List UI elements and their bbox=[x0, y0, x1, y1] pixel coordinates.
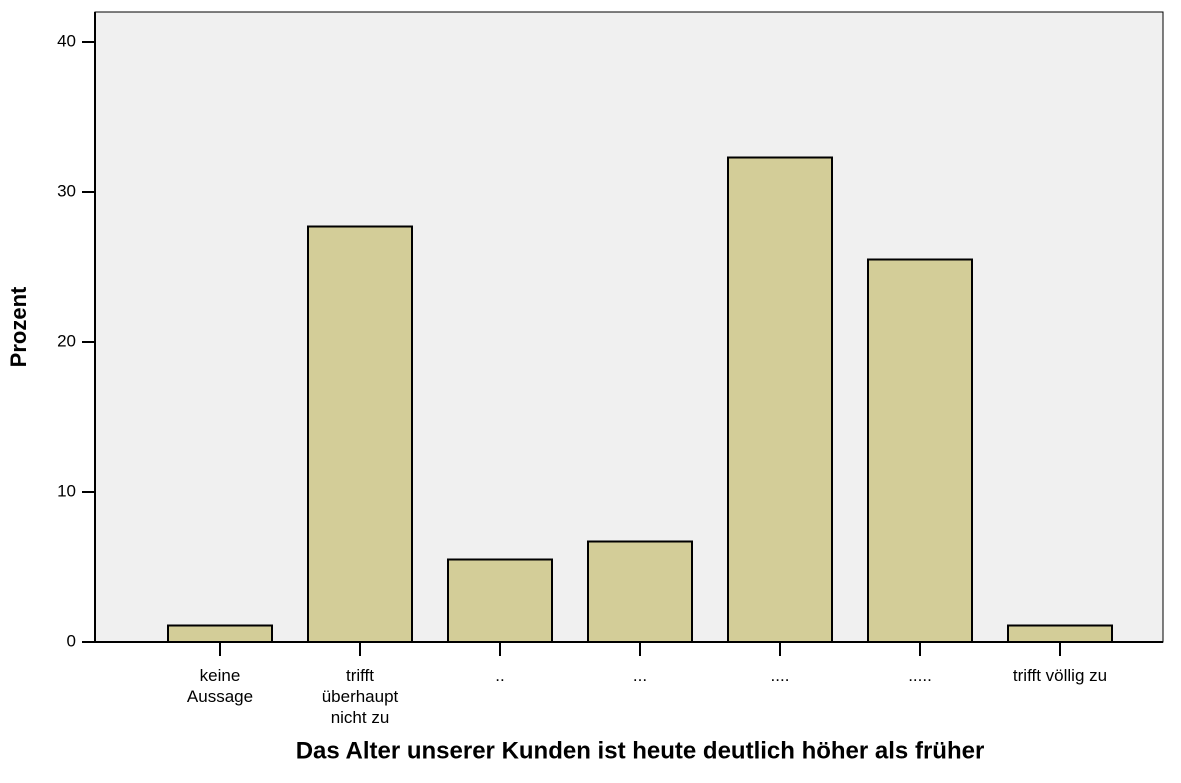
y-tick-label: 40 bbox=[57, 31, 76, 50]
x-tick-label: trifft überhaupt nicht zu bbox=[321, 666, 399, 727]
x-axis-title: Das Alter unserer Kunden ist heute deutl… bbox=[296, 737, 985, 764]
y-tick-label: 10 bbox=[57, 481, 76, 500]
y-tick-label: 0 bbox=[67, 631, 76, 650]
bar bbox=[587, 540, 693, 643]
x-tick-label: keine Aussage bbox=[186, 666, 254, 706]
y-tick-label: 30 bbox=[57, 181, 76, 200]
x-tick-label: .. bbox=[495, 666, 505, 685]
y-axis-label: Prozent bbox=[6, 286, 31, 367]
x-tick-label: ..... bbox=[908, 666, 932, 685]
x-tick-label: ... bbox=[632, 666, 648, 685]
bar bbox=[447, 558, 553, 643]
bar bbox=[867, 258, 973, 643]
bar bbox=[1007, 624, 1113, 643]
plot-area bbox=[94, 11, 1164, 643]
x-tick-label: trifft völlig zu bbox=[1012, 666, 1108, 685]
bar bbox=[167, 624, 273, 643]
x-tick-label: .... bbox=[770, 666, 790, 685]
bar bbox=[727, 156, 833, 643]
bar bbox=[307, 225, 413, 643]
y-tick-label: 20 bbox=[57, 331, 76, 350]
